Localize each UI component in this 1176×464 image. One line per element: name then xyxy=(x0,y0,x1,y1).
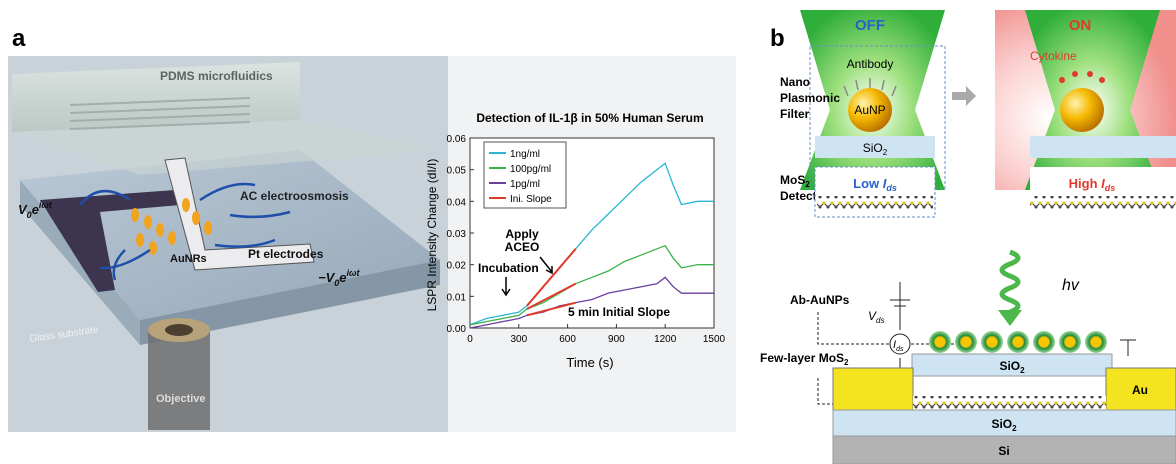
y-tick-label: 0.04 xyxy=(447,197,467,208)
arrow xyxy=(952,86,976,106)
chart: Detection of IL-1β in 50% Human Serum Ti… xyxy=(425,111,726,370)
gold-contact xyxy=(832,367,914,411)
y-tick-label: 0.02 xyxy=(447,261,467,272)
objective xyxy=(148,330,210,430)
antibodies xyxy=(843,78,897,97)
legend-label: 1ng/ml xyxy=(510,149,540,160)
label: Plasmonic xyxy=(780,91,840,105)
label: −V0eiωt xyxy=(318,268,361,288)
label: AC electroosmosis xyxy=(240,189,349,203)
y-tick-label: 0.01 xyxy=(447,292,467,303)
label: Nano xyxy=(780,75,810,89)
light-wave xyxy=(999,249,1021,315)
label: Objective xyxy=(156,393,206,405)
channels xyxy=(69,97,251,130)
sio2-layer xyxy=(815,136,935,158)
nanoparticles xyxy=(929,331,1107,353)
label: Few-layer MoS2 xyxy=(760,351,849,367)
label: Si xyxy=(998,444,1009,458)
y-tick-label: 0.05 xyxy=(447,166,467,177)
label: Pt electrodes xyxy=(248,247,324,261)
line-series xyxy=(469,162,714,326)
y-tick-label: 0.06 xyxy=(447,134,467,145)
label: V0eiωt xyxy=(18,200,53,220)
annotation: Incubation xyxy=(478,261,539,275)
line-series xyxy=(469,276,714,329)
label: Cytokine xyxy=(1030,49,1077,63)
label: High Ids xyxy=(1069,176,1116,193)
panel-b: b OFF Antibody AuNP SiO2 ON Cytokine Nan… xyxy=(760,10,1176,464)
x-tick-label: 600 xyxy=(559,334,576,345)
x-tick-label: 300 xyxy=(510,334,527,345)
label: Au xyxy=(1132,383,1148,397)
glass-substrate xyxy=(20,150,440,320)
x-axis-label: Time (s) xyxy=(566,355,613,370)
arrow xyxy=(998,310,1022,326)
y-tick-label: 0.00 xyxy=(447,324,467,335)
gold-nanoparticle xyxy=(1060,88,1104,132)
x-tick-label: 0 xyxy=(467,334,473,345)
cytokines xyxy=(1059,71,1105,83)
label: SiO2 xyxy=(999,359,1025,375)
label: AuNP xyxy=(854,103,885,117)
label: Ab-AuNPs xyxy=(790,293,850,307)
x-tick-label: 1500 xyxy=(703,334,726,345)
gold-nanoparticle xyxy=(848,88,892,132)
y-tick-label: 0.03 xyxy=(447,229,467,240)
line-series xyxy=(526,248,577,317)
legend-label: Ini. Slope xyxy=(510,194,552,205)
electrode xyxy=(40,190,180,292)
label: Antibody xyxy=(847,57,894,71)
panel-letter: b xyxy=(770,25,785,52)
annotation-arrow xyxy=(501,277,511,297)
pointer xyxy=(817,378,935,405)
annotation-arrow xyxy=(539,256,553,275)
circuit xyxy=(890,282,1136,370)
sio2-layer xyxy=(1030,136,1176,158)
annotation: 5 min Initial Slope xyxy=(568,305,670,319)
flow-arrows xyxy=(79,182,291,281)
label: Ids xyxy=(893,339,904,353)
line-series xyxy=(469,244,714,326)
x-tick-label: 900 xyxy=(608,334,625,345)
label: Low Ids xyxy=(853,176,897,193)
panel-letter: a xyxy=(12,25,26,52)
label: SiO2 xyxy=(991,417,1017,433)
label: Vds xyxy=(868,309,884,325)
si-layer xyxy=(832,435,1176,464)
electrode xyxy=(164,157,315,271)
chart-title: Detection of IL-1β in 50% Human Serum xyxy=(476,111,703,125)
mos2-layer xyxy=(1030,196,1176,210)
label: ON xyxy=(1069,17,1092,34)
label: AuNRs xyxy=(170,253,207,265)
pdms-block xyxy=(12,120,440,175)
glass-edge xyxy=(140,260,440,345)
legend-label: 1pg/ml xyxy=(510,179,540,190)
mos2-layer xyxy=(913,396,1106,410)
legend-label: 100pg/ml xyxy=(510,164,551,175)
y-axis-label: LSPR Intensity Change (dI/I) xyxy=(425,159,439,312)
nanorods xyxy=(131,198,212,255)
label: MoS2 xyxy=(780,173,810,189)
annotation: ACEO xyxy=(505,240,540,254)
sio2-layer xyxy=(911,353,1113,377)
label: OFF xyxy=(855,17,885,34)
frame xyxy=(809,45,946,189)
x-tick-label: 1200 xyxy=(654,334,677,345)
label: PDMS microfluidics xyxy=(160,69,273,83)
ammeter xyxy=(889,333,911,355)
pointer xyxy=(817,312,958,345)
annotation: Apply xyxy=(505,227,539,241)
label: Filter xyxy=(780,107,810,121)
label: SiO2 xyxy=(863,141,888,157)
objective-lens xyxy=(165,324,193,336)
label: hv xyxy=(1062,277,1080,294)
mos2-layer xyxy=(817,196,933,210)
